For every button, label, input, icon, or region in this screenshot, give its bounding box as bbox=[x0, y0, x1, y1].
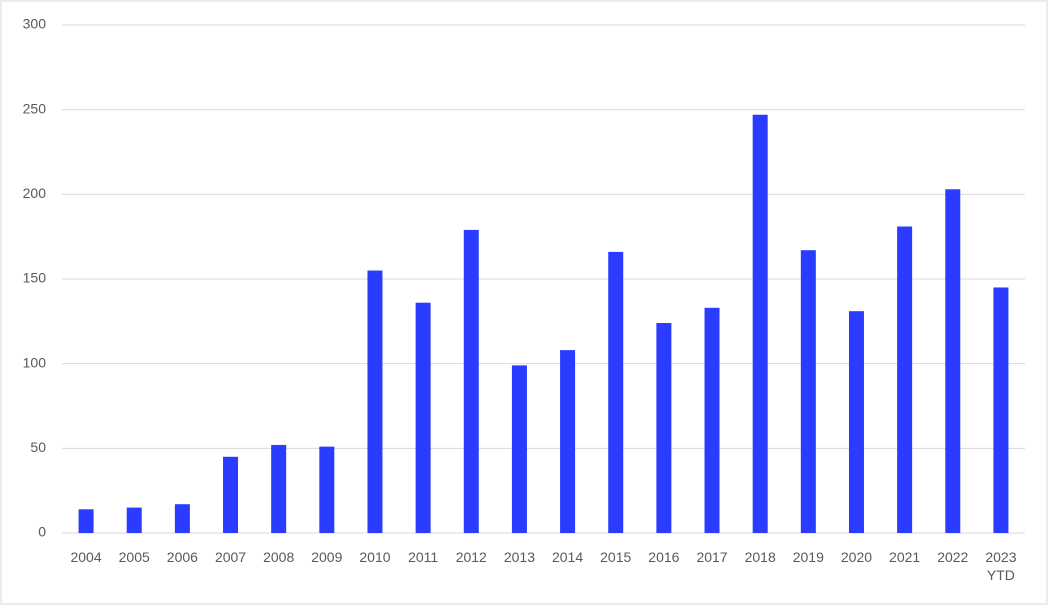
x-tick-label: 2012 bbox=[455, 549, 487, 565]
x-tick-label: 2018 bbox=[744, 549, 776, 565]
bar bbox=[800, 250, 816, 534]
x-tick-label: 2007 bbox=[214, 549, 247, 565]
x-tick-label: 2019 bbox=[792, 549, 824, 565]
x-tick-label: 2017 bbox=[696, 549, 728, 565]
x-tick-label: 2013 bbox=[503, 549, 535, 565]
bar bbox=[848, 311, 864, 533]
x-tick-label: 2014 bbox=[551, 549, 584, 565]
x-tick-label: 2010 bbox=[359, 549, 391, 565]
bar bbox=[78, 509, 94, 533]
x-tick-label: 2005 bbox=[118, 549, 150, 565]
bar bbox=[415, 302, 431, 533]
x-tick-label: 2004 bbox=[70, 549, 102, 565]
y-tick-label: 50 bbox=[30, 439, 46, 455]
bar bbox=[656, 323, 672, 533]
bar bbox=[223, 456, 239, 533]
y-tick-label: 0 bbox=[38, 524, 46, 540]
y-tick-label: 300 bbox=[23, 16, 47, 32]
bar bbox=[271, 444, 287, 533]
y-tick-label: 100 bbox=[23, 354, 47, 370]
bar bbox=[174, 504, 190, 533]
bar bbox=[704, 307, 720, 533]
x-tick-label: 2009 bbox=[311, 549, 343, 565]
x-tick-label: 2008 bbox=[263, 549, 295, 565]
x-tick-label: 2011 bbox=[408, 549, 439, 565]
y-tick-label: 150 bbox=[23, 270, 47, 286]
x-tick-label: 2016 bbox=[648, 549, 680, 565]
bar bbox=[897, 226, 913, 534]
bar bbox=[945, 189, 961, 533]
y-tick-label: 250 bbox=[23, 100, 47, 116]
y-tick-label: 200 bbox=[23, 185, 47, 201]
x-tick-label: 2022 bbox=[937, 549, 969, 565]
bar bbox=[126, 507, 142, 533]
bar bbox=[608, 251, 624, 533]
x-tick-label: 2021 bbox=[889, 549, 921, 565]
bar bbox=[463, 229, 479, 534]
x-tick-label: 2006 bbox=[166, 549, 198, 565]
bar bbox=[319, 446, 335, 533]
bar bbox=[367, 270, 383, 533]
x-tick-label: 2023 YTD bbox=[985, 549, 1017, 583]
bar bbox=[993, 287, 1009, 533]
bar bbox=[560, 350, 576, 533]
bar bbox=[752, 114, 768, 533]
x-tick-label: 2020 bbox=[840, 549, 873, 565]
bar bbox=[511, 365, 527, 533]
x-tick-label: 2015 bbox=[600, 549, 632, 565]
